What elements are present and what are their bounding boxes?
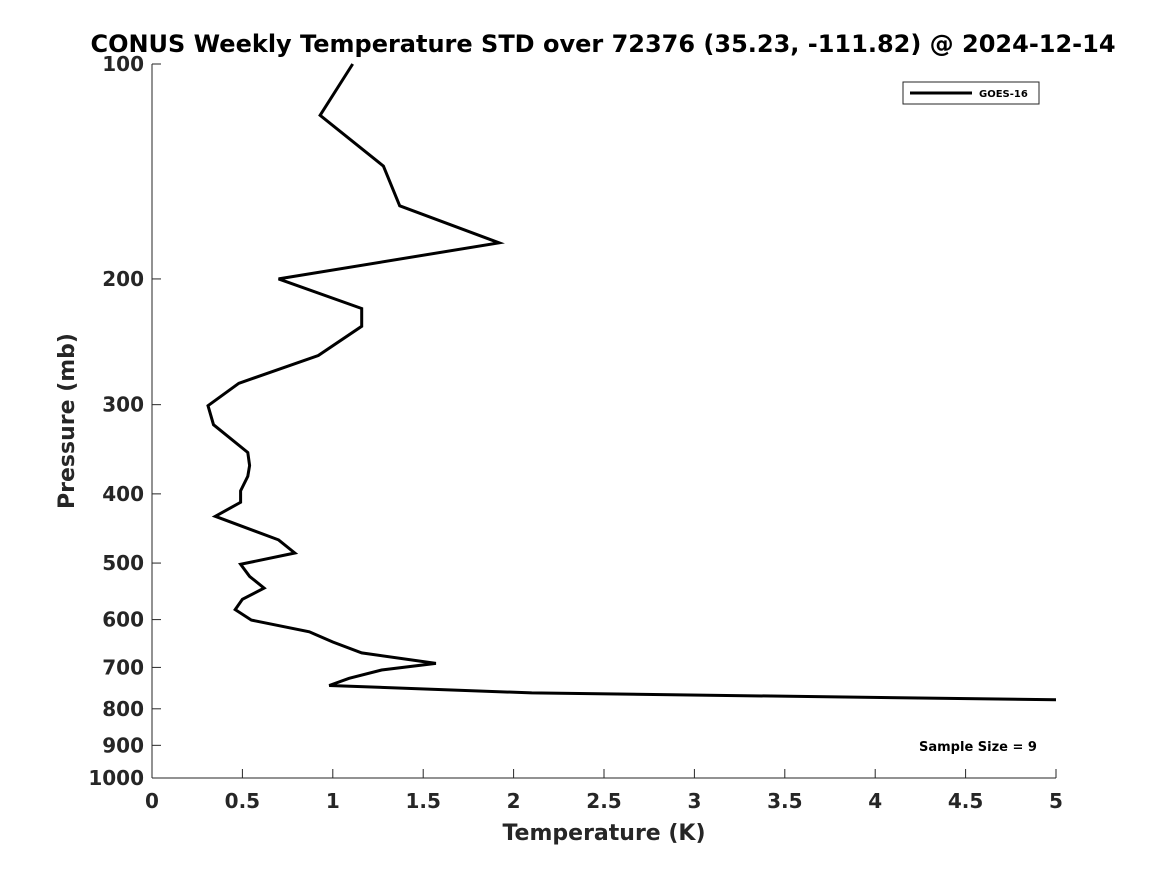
x-tick-label: 0.5 [225,789,260,813]
y-ticks: 100 200 300 400 500 600 700 800 900 1000 [88,52,161,790]
x-ticks: 0 0.5 1 1.5 2 2.5 3 3.5 4 4.5 5 [145,769,1063,813]
y-tick-label: 500 [102,551,144,575]
y-tick-label: 100 [102,52,144,76]
x-tick-label: 3.5 [767,789,802,813]
series-line-goes-16 [206,63,1057,702]
legend-label-goes-16: GOES-16 [979,89,1028,100]
x-tick-label: 4.5 [948,789,983,813]
y-tick-label: 400 [102,482,144,506]
y-tick-label: 700 [102,655,144,679]
y-tick-label: 300 [102,393,144,417]
y-tick-label: 600 [102,608,144,632]
y-tick-label: 1000 [88,766,144,790]
legend: GOES-16 [902,81,1040,105]
x-tick-label: 2 [507,789,521,813]
y-tick-label: 200 [102,267,144,291]
y-tick-label: 900 [102,733,144,757]
x-tick-label: 1 [326,789,340,813]
x-tick-label: 3 [687,789,701,813]
plot-area: 0 0.5 1 1.5 2 2.5 3 3.5 4 4.5 5 100 200 300 400 500 600… [88,52,1063,813]
x-tick-label: 1.5 [405,789,440,813]
x-tick-label: 0 [145,789,159,813]
y-tick-label: 800 [102,697,144,721]
x-tick-label: 5 [1049,789,1063,813]
x-tick-label: 4 [868,789,882,813]
sample-size-annotation: Sample Size = 9 [919,740,1037,755]
series-layer [206,63,1057,702]
y-axis-label: Pressure (mb) [55,333,80,509]
x-axis-label: Temperature (K) [502,821,705,846]
x-tick-label: 2.5 [586,789,621,813]
chart-title: CONUS Weekly Temperature STD over 72376 … [90,30,1115,58]
